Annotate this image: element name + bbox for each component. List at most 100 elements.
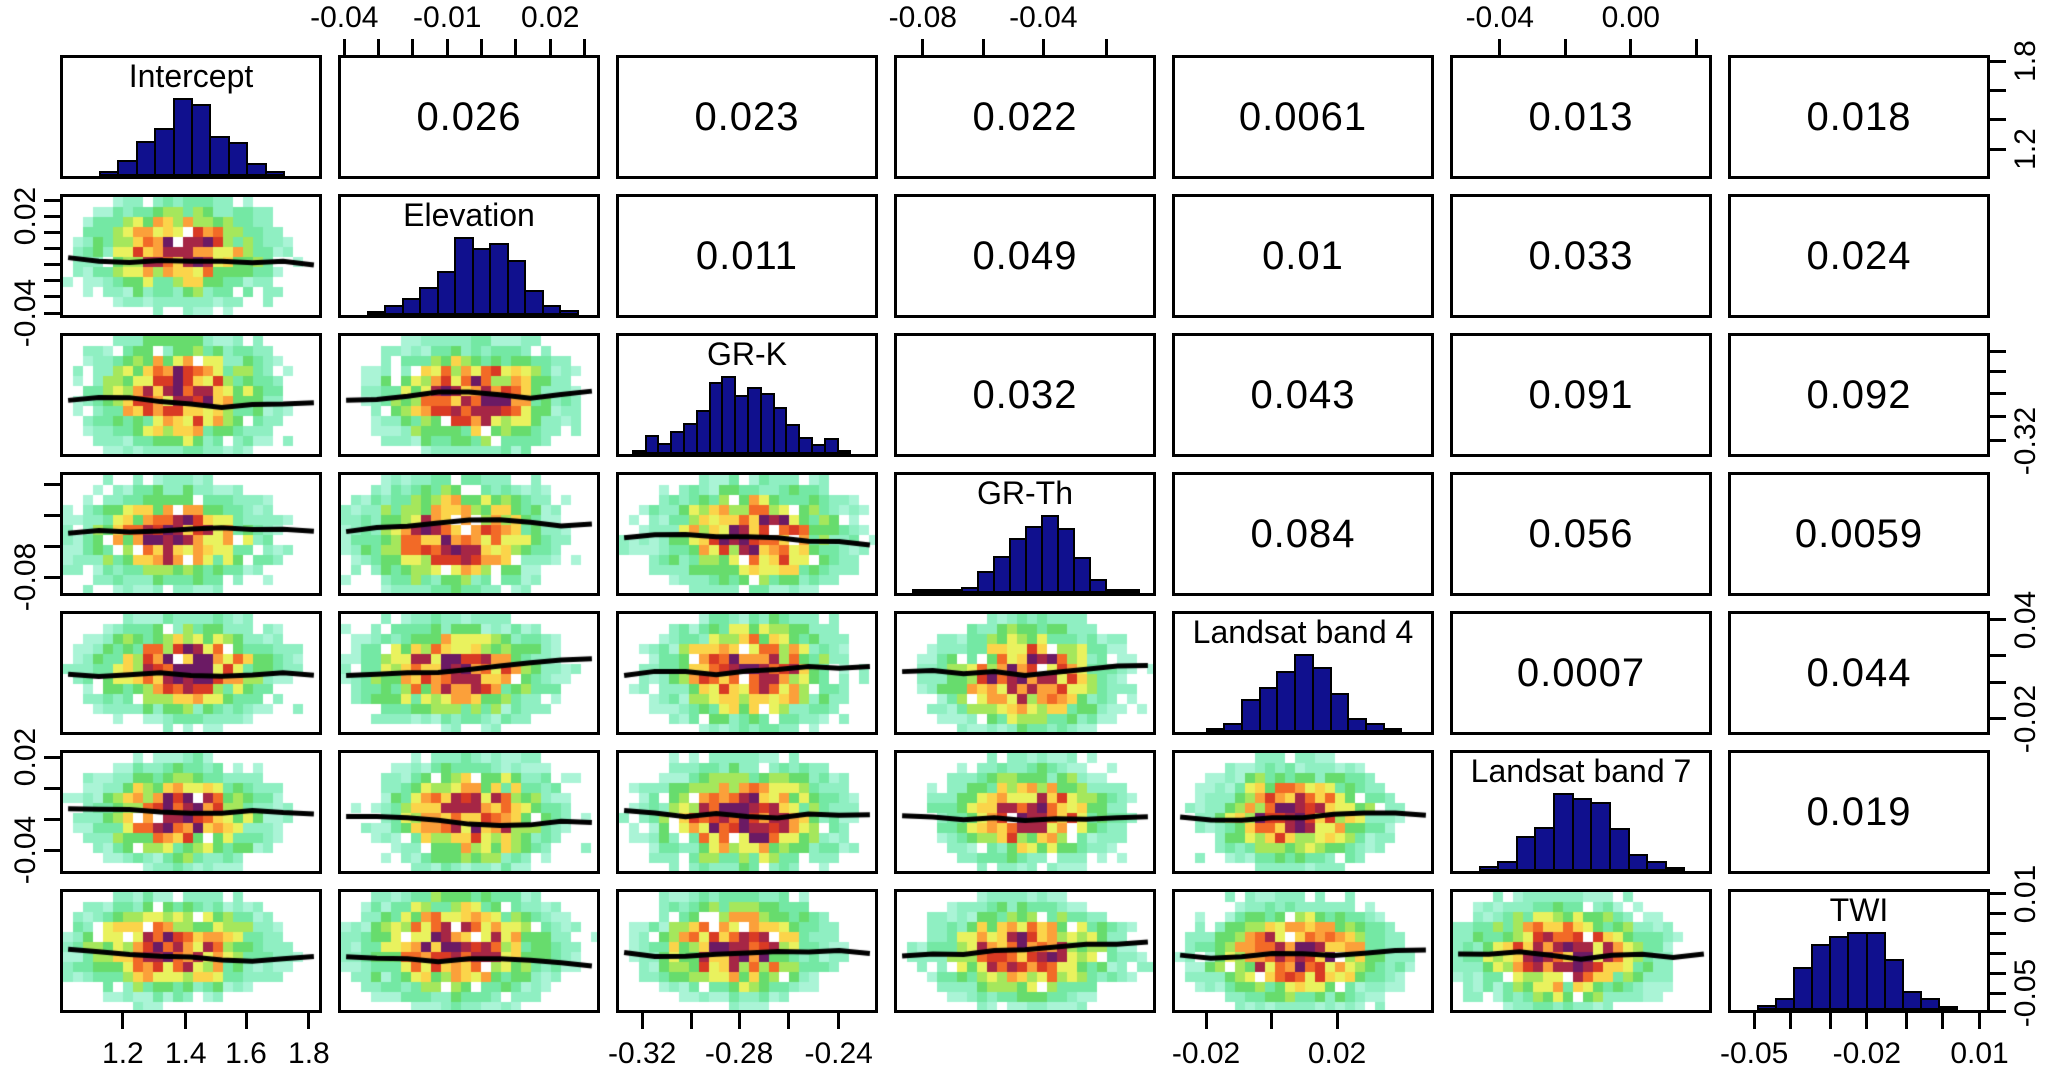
- correlation-panel-r5c7: 0.044: [1728, 611, 1990, 735]
- variable-label: GR-K: [707, 336, 787, 372]
- correlation-value: 0.023: [694, 94, 800, 139]
- histogram-bar: [172, 98, 193, 176]
- density-panel-r6c2: [338, 750, 600, 874]
- correlation-panel-r4c6: 0.056: [1450, 472, 1712, 596]
- left-axis-tick: [44, 786, 60, 790]
- density-panel-r6c4: [894, 750, 1156, 874]
- diagonal-panel-landsat-band-4: Landsat band 4: [1172, 611, 1434, 735]
- left-axis-tick: [44, 247, 60, 251]
- histogram-bar: [246, 162, 267, 176]
- right-axis-label: -0.05: [2009, 958, 2042, 1028]
- density-panel-r6c5: [1172, 750, 1434, 874]
- right-axis-tick: [1990, 117, 2006, 121]
- density-panel-r7c6: [1450, 889, 1712, 1013]
- bottom-axis-tick: [244, 1013, 248, 1029]
- diagonal-panel-landsat-band-7: Landsat band 7: [1450, 750, 1712, 874]
- density-canvas: [619, 614, 875, 732]
- diagonal-panel-gr-th: GR-Th: [894, 472, 1156, 596]
- density-panel-r7c1: [60, 889, 322, 1013]
- histogram-bar: [541, 304, 562, 315]
- right-axis-tick: [1990, 618, 2006, 622]
- left-axis-tick: [44, 279, 60, 283]
- bottom-axis-tick: [1865, 1013, 1869, 1029]
- bottom-axis-tick: [1789, 1013, 1793, 1029]
- bottom-axis-tick: [1752, 1013, 1756, 1029]
- density-panel-r4c3: [616, 472, 878, 596]
- top-axis-tick: [1498, 39, 1502, 55]
- histogram-bar: [135, 140, 157, 176]
- right-axis-label: 1.8: [2009, 40, 2042, 83]
- bottom-axis-tick: [1828, 1013, 1832, 1029]
- right-axis-tick: [1990, 654, 2006, 658]
- right-axis-tick: [1990, 147, 2006, 151]
- bottom-axis-tick: [737, 1013, 741, 1029]
- density-canvas: [341, 614, 597, 732]
- bottom-axis-label: -0.02: [1171, 1037, 1241, 1070]
- correlation-value: 0.0061: [1238, 94, 1368, 139]
- bottom-axis-tick: [121, 1013, 125, 1029]
- histogram-bar: [1938, 1006, 1959, 1010]
- histogram-bar: [191, 103, 212, 176]
- left-axis-tick: [44, 755, 60, 759]
- right-axis-tick: [1990, 951, 2006, 955]
- bottom-axis-tick: [184, 1013, 188, 1029]
- correlation-panel-r1c3: 0.023: [616, 55, 878, 179]
- correlation-panel-r4c7: 0.0059: [1728, 472, 1990, 596]
- left-axis-label: 0.02: [9, 187, 42, 246]
- top-axis-tick: [1629, 39, 1633, 55]
- histogram-bar: [1646, 860, 1667, 871]
- top-axis-label: -0.01: [413, 1, 482, 34]
- histogram-bar: [1792, 967, 1814, 1010]
- histogram-bar: [1811, 943, 1832, 1010]
- correlation-panel-r2c6: 0.033: [1450, 194, 1712, 318]
- top-axis-tick: [480, 39, 484, 55]
- bottom-axis-tick: [640, 1013, 644, 1029]
- density-panel-r7c3: [616, 889, 878, 1013]
- correlation-value: 0.01: [1262, 233, 1344, 278]
- correlation-value: 0.019: [1806, 789, 1912, 834]
- left-axis-tick: [44, 513, 60, 517]
- density-panel-r3c2: [338, 333, 600, 457]
- correlation-panel-r1c4: 0.022: [894, 55, 1156, 179]
- top-axis-tick: [981, 39, 985, 55]
- right-axis-tick: [1990, 681, 2006, 685]
- correlation-value: 0.0007: [1516, 650, 1646, 695]
- histogram-bar: [117, 159, 138, 176]
- top-axis-tick: [583, 39, 587, 55]
- correlation-panel-r5c6: 0.0007: [1450, 611, 1712, 735]
- left-axis-label: 0.02: [9, 728, 42, 787]
- density-panel-r7c4: [894, 889, 1156, 1013]
- correlation-panel-r3c7: 0.092: [1728, 333, 1990, 457]
- top-axis-tick: [1694, 39, 1698, 55]
- correlation-value: 0.013: [1528, 94, 1634, 139]
- right-axis-label: 1.2: [2009, 128, 2042, 171]
- density-canvas: [897, 753, 1153, 871]
- histogram-bar: [1571, 797, 1593, 871]
- histogram-bar: [823, 438, 839, 454]
- variable-label: Elevation: [403, 197, 535, 233]
- density-canvas: [897, 892, 1153, 1010]
- correlation-panel-r1c6: 0.013: [1450, 55, 1712, 179]
- density-canvas: [63, 892, 319, 1010]
- correlation-value: 0.056: [1528, 511, 1634, 556]
- diagonal-panel-elevation: Elevation: [338, 194, 600, 318]
- histogram-bar: [1774, 998, 1795, 1010]
- histogram-bar: [209, 135, 230, 176]
- correlation-panel-r2c5: 0.01: [1172, 194, 1434, 318]
- bottom-axis-tick: [1978, 1013, 1982, 1029]
- density-canvas: [63, 614, 319, 732]
- bottom-axis-tick: [1904, 1013, 1908, 1029]
- variable-label: TWI: [1829, 892, 1889, 928]
- right-axis-tick: [1990, 912, 2006, 916]
- left-axis-label: -0.08: [9, 543, 42, 612]
- right-axis-label: 0.01: [2009, 864, 2042, 924]
- top-axis-tick: [921, 39, 925, 55]
- bottom-axis-label: 0.01: [1950, 1037, 2009, 1070]
- density-panel-r3c1: [60, 333, 322, 457]
- density-canvas: [1453, 892, 1709, 1010]
- histogram-bar: [1590, 802, 1611, 871]
- right-axis-tick: [1990, 892, 2006, 896]
- histogram-bar: [1121, 589, 1140, 593]
- histogram-bar: [227, 141, 249, 176]
- histogram-bar: [1901, 991, 1922, 1010]
